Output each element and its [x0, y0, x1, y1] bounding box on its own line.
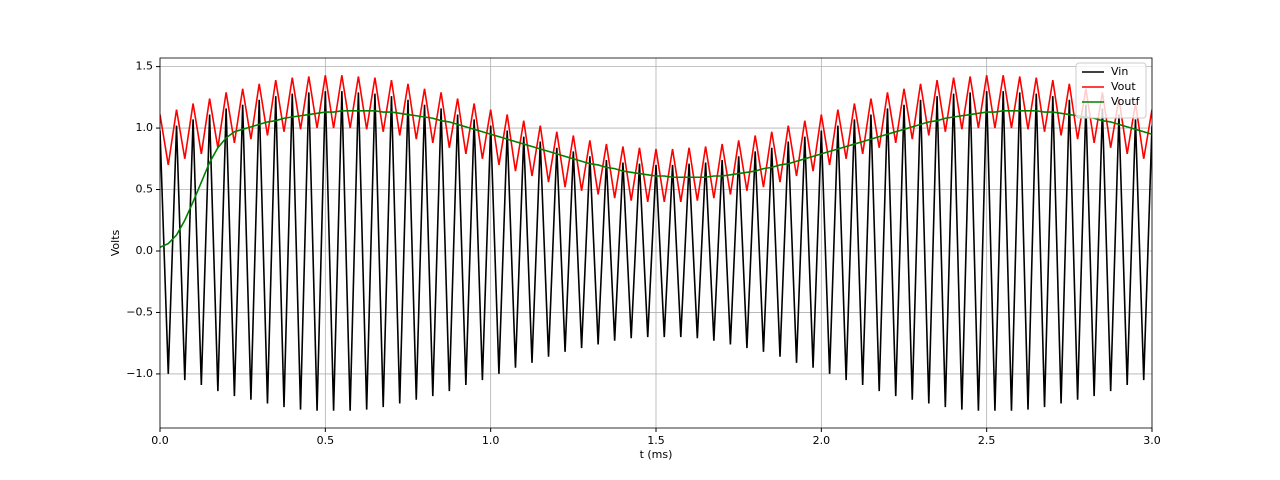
y-tick-label: 1.5	[136, 60, 154, 73]
series-line	[160, 75, 1152, 202]
series-line	[160, 91, 1152, 411]
x-tick-label: 1.5	[647, 434, 665, 447]
series-line	[160, 110, 1152, 249]
y-tick-label: −1.0	[126, 367, 153, 380]
legend-box	[1075, 62, 1147, 119]
x-tick-label: 1.0	[482, 434, 500, 447]
x-tick-label: 2.5	[978, 434, 996, 447]
legend-label: Vin	[1111, 65, 1128, 78]
x-axis-label: t (ms)	[640, 448, 673, 461]
x-tick-label: 2.0	[813, 434, 831, 447]
y-tick-label: −0.5	[126, 305, 153, 318]
legend-label: Vout	[1111, 80, 1136, 93]
y-tick-label: 1.0	[136, 121, 154, 134]
y-tick-label: 0.0	[136, 244, 154, 257]
x-tick-label: 3.0	[1143, 434, 1161, 447]
y-tick-label: 0.5	[136, 183, 154, 196]
x-tick-label: 0.5	[317, 434, 335, 447]
legend-label: Voutf	[1111, 95, 1141, 108]
plot-frame	[159, 57, 1153, 429]
x-tick-label: 0.0	[151, 434, 169, 447]
y-axis-label: Volts	[109, 229, 122, 256]
